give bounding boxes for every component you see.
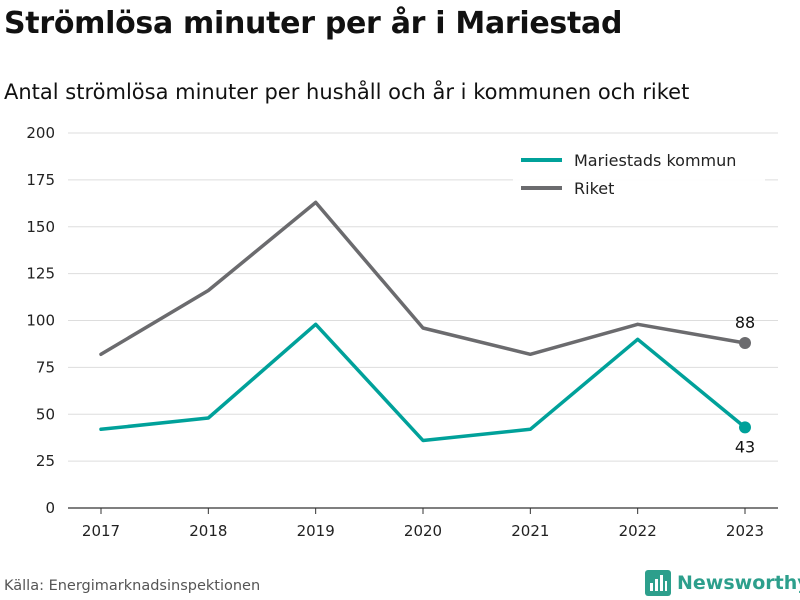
end-label-0: 43 — [735, 437, 755, 456]
legend-label-1: Riket — [574, 179, 614, 198]
chart-title: Strömlösa minuter per år i Mariestad — [4, 6, 623, 41]
x-tick-label: 2023 — [726, 522, 764, 540]
x-tick-label: 2017 — [82, 522, 120, 540]
x-tick-label: 2020 — [404, 522, 442, 540]
end-point-0 — [739, 421, 751, 434]
y-tick-label: 125 — [26, 265, 55, 283]
brand-logo: Newsworthy — [645, 570, 800, 596]
y-tick-label: 0 — [45, 499, 55, 517]
chart-subtitle: Antal strömlösa minuter per hushåll och … — [4, 80, 690, 104]
x-tick-label: 2021 — [511, 522, 549, 540]
legend-label-0: Mariestads kommun — [574, 151, 736, 170]
series-lines: 88 43 — [99, 200, 755, 456]
y-tick-label: 75 — [36, 358, 55, 376]
y-tick-label: 100 — [26, 312, 55, 330]
legend-background — [513, 143, 765, 205]
brand-name: Newsworthy — [677, 572, 800, 594]
bar-chart-logo-icon — [645, 570, 671, 596]
series-line-1 — [99, 200, 747, 357]
x-tick-label: 2018 — [189, 522, 227, 540]
y-tick-label: 25 — [36, 452, 55, 470]
legend: Mariestads kommun Riket — [513, 143, 765, 205]
series-line-0 — [99, 322, 747, 443]
end-label-1: 88 — [735, 313, 755, 332]
y-tick-label: 50 — [36, 405, 55, 423]
x-tick-label: 2019 — [297, 522, 335, 540]
source-note: Källa: Energimarknadsinspektionen — [4, 578, 261, 594]
x-tick-label: 2022 — [619, 522, 657, 540]
y-tick-label: 175 — [26, 171, 55, 189]
y-tick-label: 200 — [26, 124, 55, 142]
y-tick-label: 150 — [26, 218, 55, 236]
axes: 0 25 50 75 100 125 150 175 200 2017 2018 2019 2020 20… — [26, 124, 778, 540]
end-point-1 — [739, 337, 751, 349]
